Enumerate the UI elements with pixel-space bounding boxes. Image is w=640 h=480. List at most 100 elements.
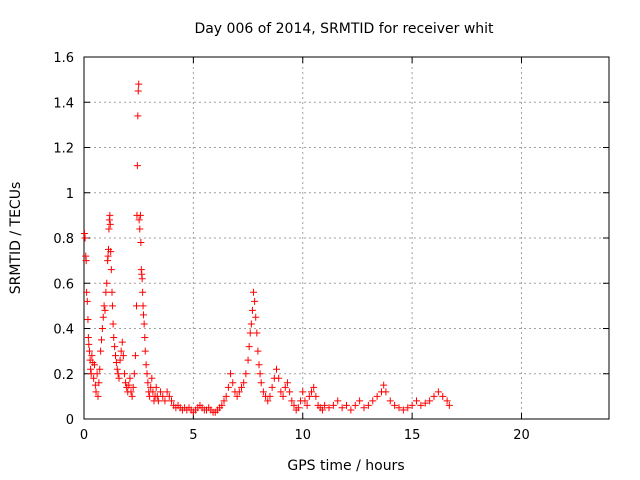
data-point — [117, 347, 125, 355]
data-point — [87, 365, 95, 373]
data-point — [88, 352, 96, 360]
data-point — [301, 397, 309, 405]
data-point — [118, 338, 126, 346]
data-point — [140, 311, 147, 319]
data-point — [85, 340, 93, 348]
data-point — [84, 315, 92, 323]
data-point — [408, 401, 416, 409]
data-point — [135, 216, 143, 224]
data-point — [325, 404, 333, 412]
data-point — [130, 370, 138, 378]
data-point — [87, 370, 95, 378]
data-point — [224, 383, 232, 391]
point-layer — [80, 80, 453, 416]
y-tick-label: 1.2 — [53, 142, 74, 157]
y-tick-label: 0.8 — [53, 232, 74, 247]
y-tick-label: 0 — [66, 413, 74, 428]
x-tick-label: 0 — [80, 428, 88, 443]
data-point — [136, 225, 144, 233]
data-point — [242, 370, 250, 378]
data-point — [129, 383, 137, 391]
data-point — [369, 397, 377, 405]
data-point — [138, 275, 146, 283]
data-point — [356, 397, 364, 405]
data-point — [312, 392, 320, 400]
data-point — [127, 388, 135, 396]
data-point — [152, 383, 160, 391]
y-tick-label: 1.4 — [53, 96, 74, 111]
data-point — [240, 379, 248, 387]
data-point — [380, 381, 388, 389]
data-point — [140, 320, 148, 328]
data-point — [235, 388, 243, 396]
data-point — [443, 397, 451, 405]
data-point — [305, 392, 313, 400]
data-point — [283, 379, 291, 387]
data-point — [139, 302, 147, 310]
data-point — [288, 397, 296, 405]
data-point — [136, 211, 144, 219]
data-point — [266, 392, 274, 400]
data-point — [245, 343, 253, 351]
data-point — [94, 392, 102, 400]
data-point — [250, 288, 258, 296]
data-point — [252, 313, 260, 321]
data-point — [120, 370, 128, 378]
data-point — [100, 302, 108, 310]
data-point — [255, 361, 263, 369]
data-point — [106, 220, 114, 228]
data-point — [218, 401, 226, 409]
data-point — [112, 358, 120, 366]
data-point — [351, 401, 359, 409]
data-point — [318, 406, 326, 414]
data-point — [98, 325, 106, 332]
data-point — [277, 388, 285, 396]
data-point — [134, 112, 142, 120]
data-point — [343, 401, 350, 409]
x-tick-label: 5 — [189, 428, 197, 443]
data-point — [238, 383, 245, 391]
data-point — [82, 257, 90, 265]
data-point — [303, 401, 311, 409]
data-point — [220, 397, 228, 405]
data-point — [229, 379, 237, 387]
data-point — [91, 361, 98, 369]
data-point — [114, 370, 122, 378]
y-tick-label: 0.2 — [53, 368, 74, 383]
data-point — [434, 388, 442, 396]
data-point — [141, 347, 149, 355]
data-point — [115, 374, 123, 382]
data-point — [413, 397, 420, 405]
data-point — [108, 288, 116, 296]
data-point — [253, 329, 261, 337]
data-point — [103, 279, 111, 287]
data-point — [286, 388, 294, 396]
data-point — [83, 288, 91, 296]
data-point — [159, 392, 167, 400]
data-point — [399, 406, 407, 414]
data-point — [134, 87, 142, 95]
data-point — [256, 370, 264, 378]
data-point — [395, 404, 403, 412]
data-point — [430, 392, 438, 400]
data-point — [251, 297, 259, 305]
data-point — [299, 388, 307, 396]
data-point — [157, 388, 165, 396]
data-point — [404, 404, 412, 412]
data-point — [135, 80, 143, 88]
data-point — [133, 302, 140, 310]
data-point — [417, 401, 425, 409]
data-point — [248, 306, 256, 314]
data-point — [290, 401, 298, 409]
x-axis-label: GPS time / hours — [287, 458, 404, 474]
data-point — [92, 388, 100, 396]
data-point — [347, 406, 355, 414]
data-point — [439, 392, 447, 400]
data-point — [110, 334, 118, 342]
data-point — [149, 388, 157, 396]
data-point — [109, 320, 117, 328]
data-point — [281, 383, 289, 391]
data-point — [142, 361, 150, 369]
y-tick-label: 0.4 — [53, 323, 74, 338]
